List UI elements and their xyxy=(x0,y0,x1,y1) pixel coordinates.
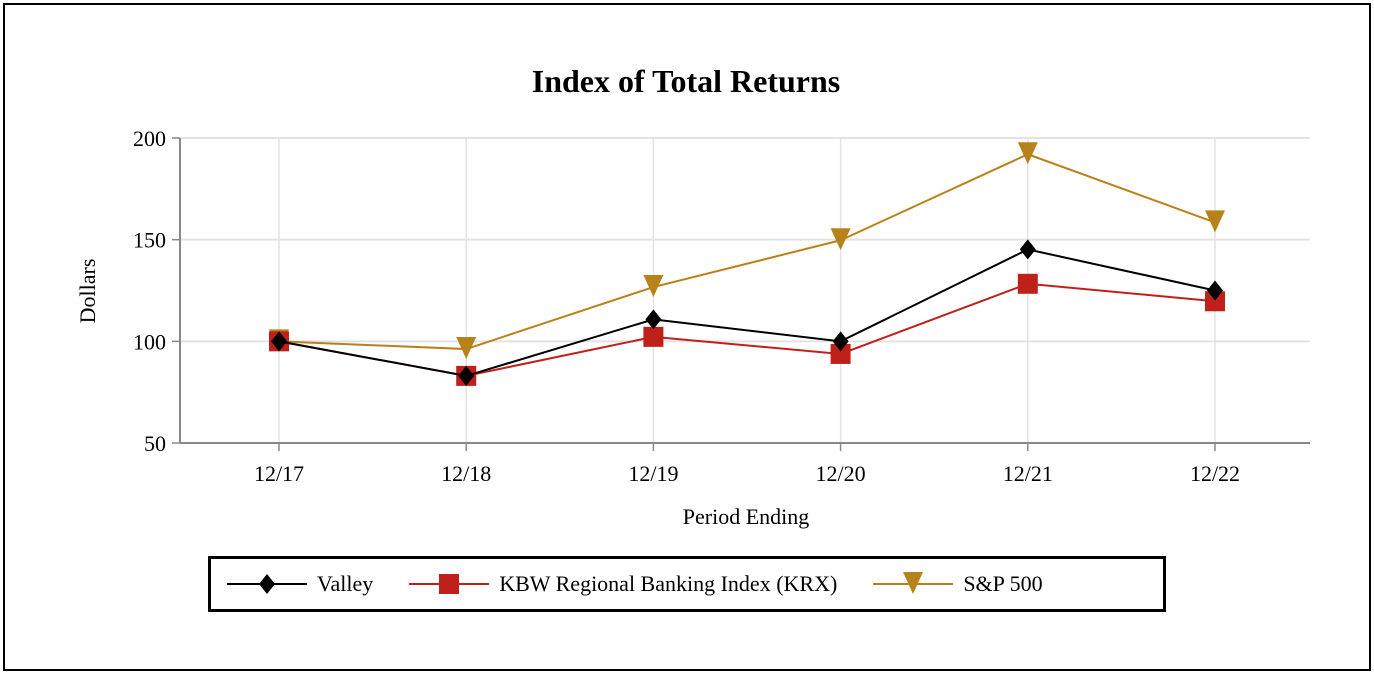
data-point-square xyxy=(1205,291,1225,312)
series-line xyxy=(278,248,1216,377)
legend-item: KBW Regional Banking Index (KRX) xyxy=(409,569,837,599)
legend: Valley KBW Regional Banking Index (KRX) S&… xyxy=(208,556,1166,612)
x-tick-label: 12/21 xyxy=(1003,461,1053,486)
data-point-triangle-down xyxy=(1205,210,1225,233)
x-tick-label: 12/17 xyxy=(254,461,304,486)
data-point-diamond xyxy=(458,365,475,386)
legend-item: Valley xyxy=(227,569,373,599)
data-point-diamond xyxy=(832,331,849,352)
x-axis-label: Period Ending xyxy=(683,504,810,529)
data-point-triangle-down xyxy=(1017,142,1038,165)
series-diamond xyxy=(271,239,1223,386)
data-point-square xyxy=(1017,273,1038,294)
legend-label: Valley xyxy=(317,571,374,596)
data-point-diamond xyxy=(271,331,287,352)
y-tick-label: 150 xyxy=(133,228,166,253)
y-tick-label: 50 xyxy=(144,431,166,456)
y-axis-label: Dollars xyxy=(75,259,100,324)
chart-frame xyxy=(3,3,1371,671)
x-tick-label: 12/19 xyxy=(628,461,678,486)
x-tick-label: 12/22 xyxy=(1190,461,1240,486)
y-tick-label: 200 xyxy=(133,126,166,151)
legend-swatch-diamond-icon xyxy=(227,574,307,594)
legend-item: S&P 500 xyxy=(873,569,1043,599)
data-point-diamond xyxy=(1019,239,1036,260)
x-tick-label: 12/18 xyxy=(441,461,491,486)
data-point-triangle-down xyxy=(643,275,664,298)
series-triangle-down xyxy=(269,142,1225,360)
legend-marker xyxy=(903,572,924,594)
chart-title: Index of Total Returns xyxy=(532,63,841,99)
data-point-diamond xyxy=(645,309,662,330)
data-point-diamond xyxy=(1207,280,1223,301)
legend-marker xyxy=(259,574,275,594)
legend-label: S&P 500 xyxy=(963,571,1043,596)
data-point-square xyxy=(643,326,664,347)
data-point-triangle-down xyxy=(456,337,477,360)
legend-marker xyxy=(439,574,460,594)
data-point-triangle-down xyxy=(830,228,851,251)
legend-swatch-triangle-down-icon xyxy=(873,572,954,594)
y-tick-label: 100 xyxy=(133,329,166,354)
x-tick-label: 12/20 xyxy=(816,461,866,486)
data-point-square xyxy=(830,343,851,364)
series-line xyxy=(278,153,1216,351)
legend-swatch-square-icon xyxy=(409,574,490,594)
legend-label: KBW Regional Banking Index (KRX) xyxy=(499,571,838,596)
